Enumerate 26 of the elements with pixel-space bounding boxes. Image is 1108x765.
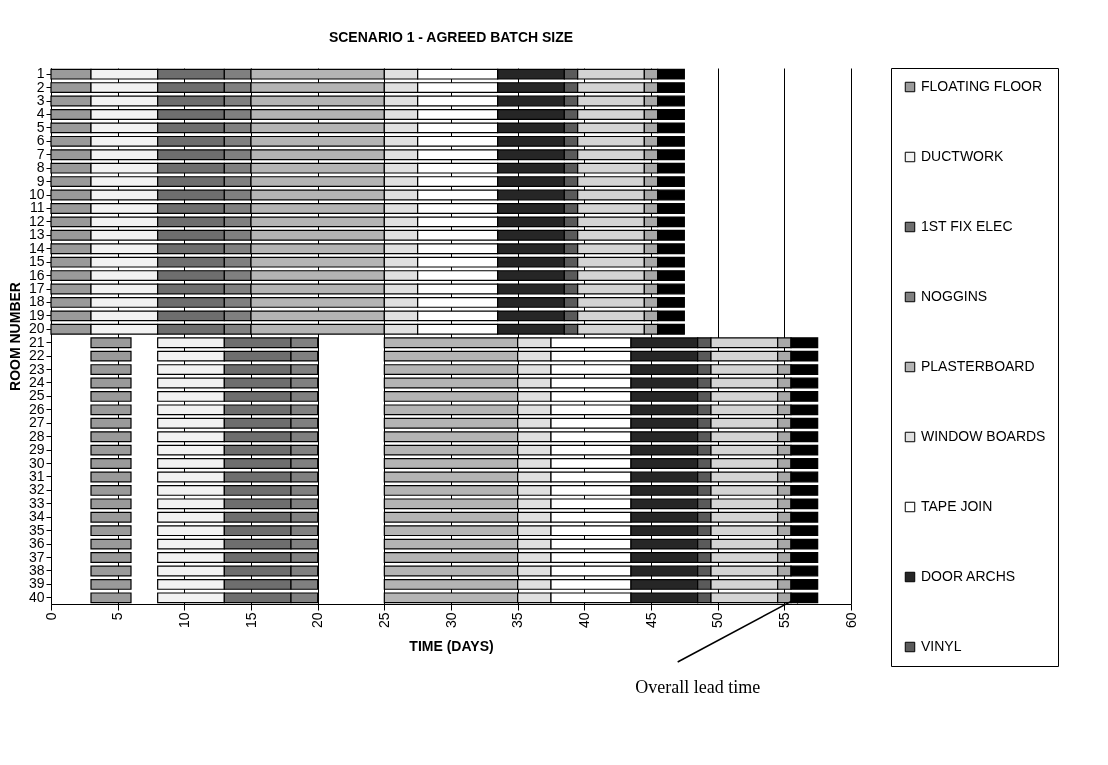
chart-title: SCENARIO 1 - AGREED BATCH SIZE [328,28,574,45]
x-axis-title: TIME (DAYS) [409,638,494,655]
x-tick-label: 40 [575,612,592,629]
x-tick-label: 35 [509,612,526,629]
legend-label: WINDOW BOARDS [921,428,1046,444]
x-tick-label: 50 [709,612,726,629]
x-tick-label: 10 [175,612,192,629]
x-tick-label: 5 [109,612,126,621]
legend-label: DUCTWORK [921,148,1005,164]
legend-label: FLOATING FLOOR [921,78,1043,94]
x-tick-label: 55 [775,612,792,629]
x-tick-label: 25 [375,612,392,629]
x-tick-label: 20 [309,612,326,629]
legend-label: DOOR ARCHS [921,568,1016,584]
x-tick-label: 15 [242,612,259,629]
x-tick-label: 30 [442,612,459,629]
legend-label: TAPE JOIN [921,498,993,514]
annotation: Overall lead time [635,677,761,697]
x-tick-label: 45 [642,612,659,629]
legend-label: PLASTERBOARD [921,358,1035,374]
legend-label: 1ST FIX ELEC [921,218,1013,234]
legend-label: VINYL [921,638,962,654]
x-tick-label: 0 [42,612,59,621]
x-tick-label: 60 [842,612,859,629]
legend-label: NOGGINS [921,288,988,304]
y-axis-title: ROOM NUMBER [6,282,23,391]
